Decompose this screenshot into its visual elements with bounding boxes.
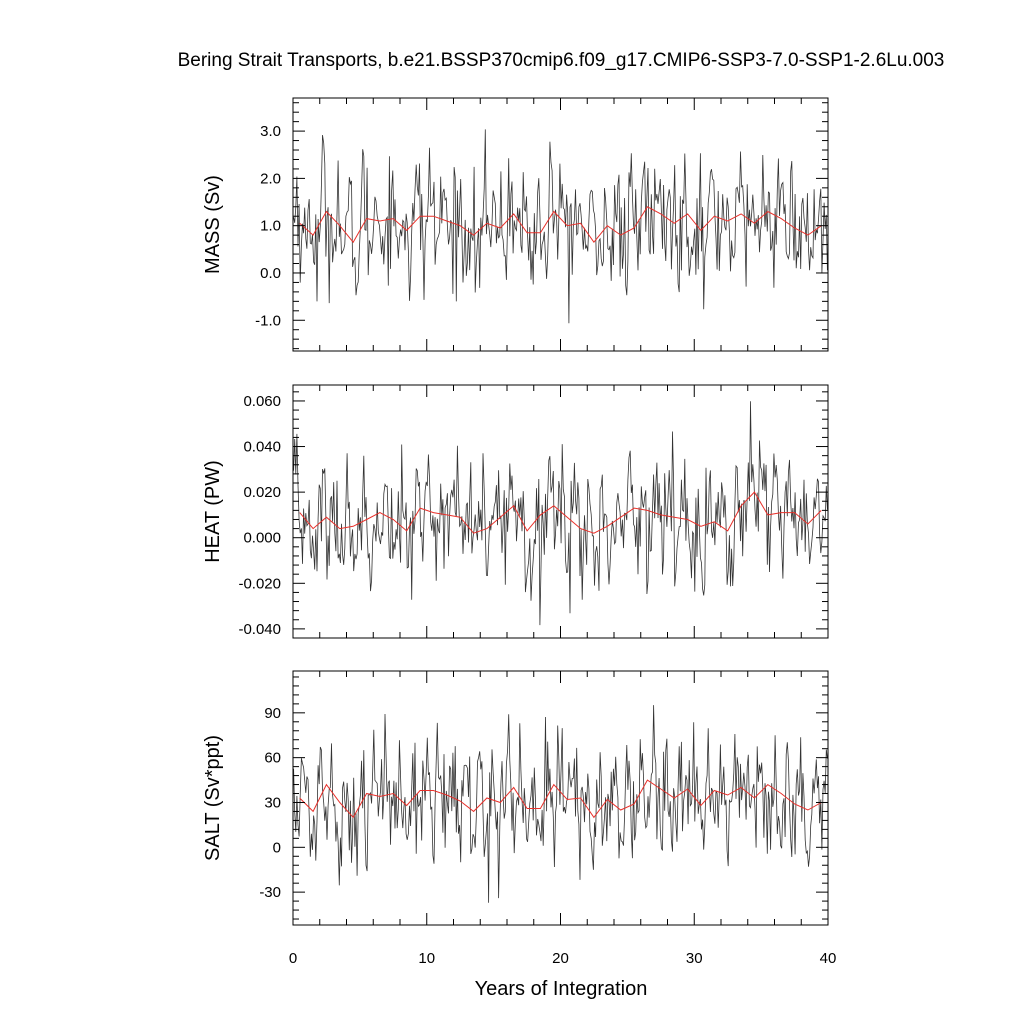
salt-y-tick-label: -30 (259, 884, 281, 901)
heat-y-tick-label: 0.020 (243, 484, 281, 501)
salt-y-tick-label: 90 (264, 705, 281, 722)
x-tick-label: 20 (552, 950, 569, 967)
x-tick-label: 0 (289, 950, 297, 967)
salt-monthly-series (293, 705, 828, 903)
x-tick-label: 40 (820, 950, 837, 967)
heat-panel: -0.040 -0.020 0.000 0.020 0.040 0.060 HEAT (PW… (202, 384, 829, 639)
mass-monthly-series (293, 129, 828, 324)
mass-panel: -1.0 0.0 1.0 2.0 3.0 MASS (Sv) (202, 97, 829, 352)
heat-y-tick-label: 0.060 (243, 393, 281, 410)
salt-y-tick-label: 60 (264, 750, 281, 767)
panels: -1.0 0.0 1.0 2.0 3.0 MASS (Sv) -0.040 -0.020 0.0… (202, 97, 837, 967)
salt-y-tick-label: 30 (264, 794, 281, 811)
chart-title: Bering Strait Transports, b.e21.BSSP370c… (178, 50, 945, 71)
mass-y-tick-label: -1.0 (255, 312, 281, 329)
mass-annual-mean-line (299, 206, 822, 244)
mass-y-axis-label: MASS (Sv) (202, 175, 224, 274)
salt-y-axis-label: SALT (Sv*ppt) (202, 735, 224, 861)
x-axis-label: Years of Integration (475, 978, 648, 1000)
mass-y-tick-label: 0.0 (260, 265, 281, 282)
heat-monthly-series (293, 401, 828, 626)
heat-annual-mean-line (299, 491, 822, 534)
heat-y-axis-label: HEAT (PW) (202, 460, 224, 563)
mass-y-tick-label: 2.0 (260, 170, 281, 187)
salt-annual-mean-line (299, 779, 822, 819)
salt-panel: -30 0 30 60 90 SALT (Sv*ppt) (202, 670, 829, 926)
mass-plot-frame (292, 97, 829, 352)
x-tick-label: 30 (686, 950, 703, 967)
heat-y-tick-label: 0.000 (243, 530, 281, 547)
mass-y-tick-label: 3.0 (260, 123, 281, 140)
x-tick-label: 10 (418, 950, 435, 967)
heat-y-tick-label: -0.020 (238, 575, 281, 592)
salt-y-tick-label: 0 (273, 839, 281, 856)
mass-y-tick-label: 1.0 (260, 218, 281, 235)
heat-y-tick-label: 0.040 (243, 439, 281, 456)
heat-y-tick-label: -0.040 (238, 621, 281, 638)
